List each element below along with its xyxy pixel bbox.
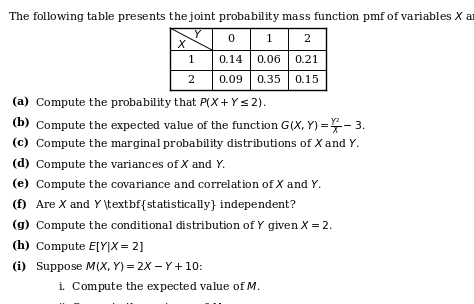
Text: 1: 1 bbox=[187, 55, 194, 65]
Text: Compute the conditional distribution of $Y$ given $X = 2$.: Compute the conditional distribution of … bbox=[32, 219, 333, 233]
Text: 2: 2 bbox=[187, 75, 194, 85]
Text: 0.15: 0.15 bbox=[294, 75, 319, 85]
Text: 0.14: 0.14 bbox=[219, 55, 244, 65]
Text: (a): (a) bbox=[12, 96, 29, 107]
Text: 2: 2 bbox=[303, 34, 310, 44]
Text: (b): (b) bbox=[12, 116, 30, 127]
Text: ii. Compute the variance of $M$.: ii. Compute the variance of $M$. bbox=[58, 301, 225, 304]
Text: (i): (i) bbox=[12, 260, 27, 271]
Text: The following table presents the joint probability mass function pmf of variable: The following table presents the joint p… bbox=[8, 10, 474, 24]
Text: (c): (c) bbox=[12, 137, 29, 148]
Text: Compute the variances of $X$ and $Y$.: Compute the variances of $X$ and $Y$. bbox=[32, 157, 227, 171]
Text: (f): (f) bbox=[12, 199, 27, 209]
Text: 0.21: 0.21 bbox=[294, 55, 319, 65]
Text: Compute the probability that $P(X + Y \leq 2)$.: Compute the probability that $P(X + Y \l… bbox=[32, 96, 266, 110]
Text: 0.06: 0.06 bbox=[256, 55, 282, 65]
Text: Compute $E[Y|X = 2]$: Compute $E[Y|X = 2]$ bbox=[32, 240, 144, 254]
Text: Suppose $M(X, Y) = 2X - Y + 10$:: Suppose $M(X, Y) = 2X - Y + 10$: bbox=[32, 260, 203, 274]
Text: 0: 0 bbox=[228, 34, 235, 44]
Text: 0.09: 0.09 bbox=[219, 75, 244, 85]
Text: Compute the covariance and correlation of $X$ and $Y$.: Compute the covariance and correlation o… bbox=[32, 178, 321, 192]
Text: i.  Compute the expected value of $M$.: i. Compute the expected value of $M$. bbox=[58, 281, 261, 295]
Text: Compute the marginal probability distributions of $X$ and $Y$.: Compute the marginal probability distrib… bbox=[32, 137, 360, 151]
Text: 0.35: 0.35 bbox=[256, 75, 282, 85]
Text: (h): (h) bbox=[12, 240, 30, 250]
Text: 1: 1 bbox=[265, 34, 273, 44]
Text: Are $X$ and $Y$ \textbf{statistically} independent?: Are $X$ and $Y$ \textbf{statistically} i… bbox=[32, 199, 296, 213]
Text: (g): (g) bbox=[12, 219, 30, 230]
Text: Compute the expected value of the function $G(X, Y) = \frac{Y^2}{X} - 3$.: Compute the expected value of the functi… bbox=[32, 116, 365, 136]
Text: $Y$: $Y$ bbox=[192, 28, 202, 40]
Text: $X$: $X$ bbox=[177, 38, 187, 50]
Text: (e): (e) bbox=[12, 178, 29, 189]
Text: (d): (d) bbox=[12, 157, 30, 168]
